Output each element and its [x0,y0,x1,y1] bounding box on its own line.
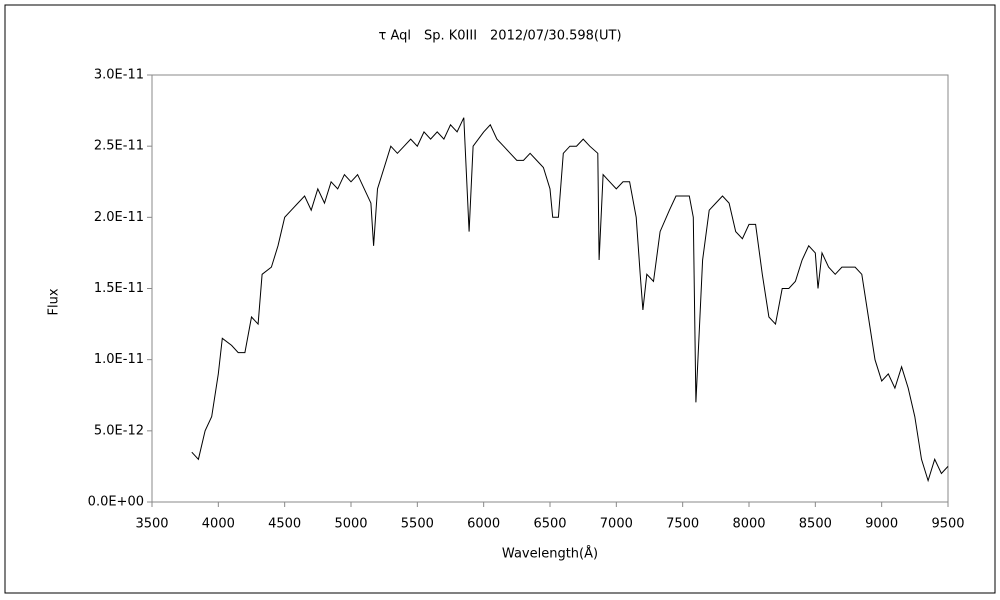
y-tick-label: 0.0E+00 [88,495,144,510]
x-axis-label: Wavelength(Å) [502,546,598,562]
x-tick-label: 8000 [732,517,765,532]
y-axis-label: Flux [47,288,62,315]
x-tick-label: 3500 [135,517,168,532]
x-tick-label: 5000 [334,517,367,532]
y-tick-label: 3.0E-11 [94,68,144,83]
y-tick-label: 5.0E-12 [94,423,144,438]
spectrum-line [191,117,949,483]
y-tick-label: 2.5E-11 [94,139,144,154]
x-tick-label: 8500 [799,517,832,532]
chart-border [4,4,996,594]
x-tick-label: 7500 [666,517,699,532]
x-tick-label: 4500 [268,517,301,532]
x-tick-label: 9500 [931,517,964,532]
y-tick-label: 1.5E-11 [94,281,144,296]
x-tick-label: 4000 [202,517,235,532]
x-tick-label: 6500 [533,517,566,532]
x-tick-label: 6000 [467,517,500,532]
x-tick-label: 9000 [865,517,898,532]
x-tick-label: 5500 [401,517,434,532]
x-tick-label: 7000 [600,517,633,532]
y-tick-label: 2.0E-11 [94,210,144,225]
y-tick-label: 1.0E-11 [94,352,144,367]
chart-title: τ Aql Sp. K0III 2012/07/30.598(UT) [378,29,621,44]
